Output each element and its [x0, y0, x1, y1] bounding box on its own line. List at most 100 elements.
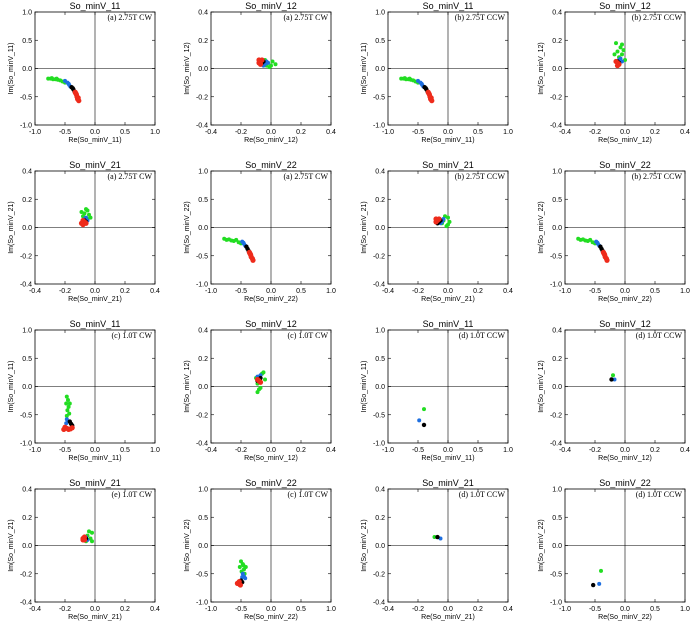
data-point-red [83, 220, 89, 226]
y-axis-label: Im(So_minV_22) [184, 519, 191, 572]
x-tick-label: -1.0 [29, 447, 41, 454]
x-tick-label: -0.2 [235, 447, 247, 454]
x-axis-label: Re(So_minV_21) [68, 614, 122, 621]
x-tick-label: 1.0 [326, 606, 336, 613]
x-tick-label: 0.0 [90, 447, 100, 454]
x-tick-label: -0.5 [412, 129, 424, 136]
data-point-red [604, 257, 610, 263]
x-tick-label: -1.0 [382, 129, 394, 136]
y-axis-label: Im(So_minV_11) [361, 42, 368, 94]
y-tick-label: -1.0 [196, 282, 208, 289]
y-tick-label: -0.4 [550, 123, 562, 130]
data-point-red [257, 379, 264, 385]
x-tick-label: 0.2 [120, 606, 130, 613]
data-point-black [423, 86, 428, 91]
y-tick-label: 1.0 [198, 487, 208, 494]
x-tick-label: 0.0 [90, 288, 100, 295]
data-point-green [620, 42, 624, 47]
data-point-green [90, 530, 94, 535]
series-green [422, 407, 426, 412]
data-point-red [73, 90, 79, 96]
y-tick-label: -0.4 [373, 600, 385, 607]
data-point-black [591, 582, 596, 588]
data-point-green [49, 76, 54, 81]
x-tick-label: 0.4 [680, 129, 690, 136]
data-point-red [250, 257, 256, 263]
series-red [254, 376, 264, 385]
chart-title: So_minV_12 [245, 319, 297, 329]
chart-title: So_minV_11 [423, 1, 474, 11]
panel-2: So_minV_12 -0.4 -0.2 0.0 0.2 0.4 -0.4 -0.2 0.0 0.… [184, 1, 336, 144]
y-tick-label: 1.0 [552, 169, 562, 176]
data-point-green [620, 52, 624, 57]
series-green [46, 76, 67, 85]
data-point-green [84, 207, 88, 212]
data-point-red [247, 250, 253, 257]
x-tick-label: 0.4 [150, 288, 160, 295]
x-tick-label: 0.2 [296, 129, 306, 136]
panel-10: So_minV_12 -0.4 -0.2 0.0 0.2 0.4 -0.4 -0.2 0.0 0.… [184, 319, 336, 462]
data-point-green [64, 413, 69, 418]
data-point-black [421, 422, 427, 428]
x-tick-label: 1.0 [680, 288, 690, 295]
data-point-green [66, 404, 71, 409]
y-tick-label: -0.4 [20, 600, 32, 607]
x-tick-label: 0.0 [620, 447, 630, 454]
data-point-green [612, 52, 617, 57]
x-tick-label: 0.4 [503, 288, 513, 295]
x-axis-label: Re(So_minV_22) [244, 614, 298, 621]
data-point-red [601, 250, 607, 257]
x-axis-label: Re(So_minV_11) [421, 137, 474, 144]
x-tick-label: -0.5 [589, 606, 601, 613]
series-black [435, 534, 440, 540]
series-black [609, 377, 614, 382]
panel-annotation: (c) 1.0T CW [111, 331, 152, 340]
y-tick-label: 0.2 [375, 197, 385, 204]
x-tick-label: 0.0 [443, 288, 453, 295]
panel-7: So_minV_21 -0.4 -0.2 0.0 0.2 0.4 -0.4 -0.2 0.0 0.… [361, 160, 513, 303]
x-tick-label: 0.5 [120, 447, 130, 454]
data-point-blue [595, 240, 600, 245]
y-tick-label: -0.2 [550, 94, 562, 101]
series-red [80, 534, 88, 543]
x-tick-label: 0.0 [620, 606, 630, 613]
panel-5: So_minV_21 -0.4 -0.2 0.0 0.2 0.4 -0.4 -0.2 0.0 0.… [8, 160, 160, 303]
data-point-green [237, 564, 242, 569]
y-axis-label: Im(So_minV_12) [538, 42, 545, 95]
y-tick-label: 0.2 [552, 356, 562, 363]
y-axis-label: Im(So_minV_21) [8, 201, 15, 254]
y-tick-label: 0.0 [552, 66, 562, 73]
y-tick-label: -0.2 [373, 253, 385, 260]
series-green [599, 568, 603, 573]
data-point-red [257, 61, 264, 67]
x-tick-label: 0.4 [150, 606, 160, 613]
series-red [613, 58, 622, 69]
x-tick-label: 0.4 [680, 447, 690, 454]
data-point-green [261, 370, 266, 375]
x-tick-label: 1.0 [503, 129, 513, 136]
data-point-green [64, 401, 69, 406]
chart-title: So_minV_12 [599, 319, 651, 329]
y-axis-label: Im(So_minV_21) [361, 519, 368, 572]
data-point-red [613, 58, 619, 65]
x-tick-label: -0.4 [559, 447, 571, 454]
y-tick-label: 0.0 [198, 225, 208, 232]
series-red [61, 424, 75, 433]
data-point-green [66, 398, 70, 403]
x-tick-label: -0.5 [412, 447, 424, 454]
y-tick-label: -1.0 [373, 123, 385, 130]
data-point-green [447, 219, 452, 224]
chart-title: So_minV_21 [69, 160, 121, 170]
x-tick-label: 1.0 [326, 288, 336, 295]
x-tick-label: 0.2 [650, 447, 660, 454]
series-green [611, 373, 615, 378]
y-tick-label: 0.0 [198, 66, 208, 73]
x-axis-label: Re(So_minV_22) [244, 296, 298, 303]
panel-annotation: (a) 2.75T CW [283, 172, 328, 181]
y-tick-label: 0.5 [552, 515, 562, 522]
y-tick-label: -0.5 [20, 94, 32, 101]
panel-annotation: (d) 1.0T CCW [636, 490, 683, 499]
data-point-green [446, 215, 450, 220]
x-axis-label: Re(So_minV_21) [421, 614, 475, 621]
y-tick-label: -1.0 [550, 282, 562, 289]
